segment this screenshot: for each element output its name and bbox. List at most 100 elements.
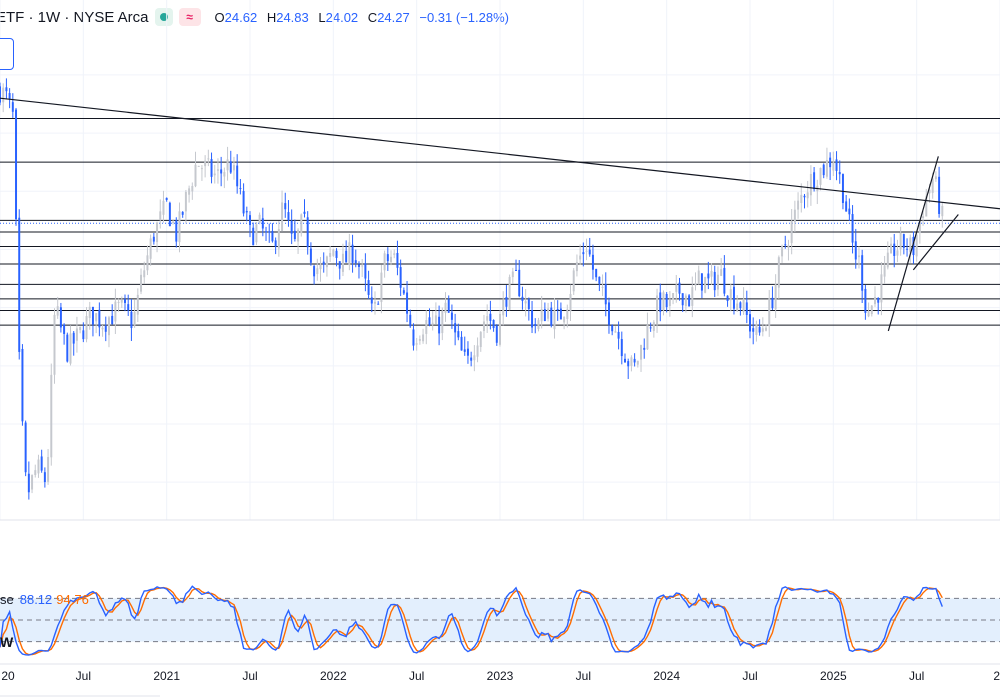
candle-body (255, 224, 258, 243)
candle-body (0, 86, 1, 103)
candle-body (204, 160, 207, 167)
x-tick-label: Jul (409, 669, 424, 683)
wave-icon[interactable]: ≈ (178, 8, 201, 26)
candle-body (543, 309, 546, 322)
candle-body (309, 248, 312, 263)
candle-body (281, 202, 284, 232)
candle-body (306, 217, 309, 248)
candle-body (688, 295, 691, 307)
candle-body (152, 236, 155, 242)
candle-body (678, 282, 681, 294)
candle-body (931, 178, 934, 193)
close-value: 24.27 (377, 9, 410, 25)
candle-body (806, 192, 809, 199)
candle-body (425, 320, 428, 334)
candle-body (938, 176, 941, 214)
x-tick-label: 2025 (820, 669, 847, 683)
candle-body (422, 334, 425, 342)
candle-body (207, 158, 210, 160)
dot-icon[interactable] (154, 8, 173, 26)
candle-body (781, 246, 784, 257)
candle-body (672, 293, 675, 300)
drawing-handle[interactable] (0, 38, 14, 70)
candle-body (15, 109, 18, 220)
candle-body (348, 242, 351, 265)
candle-body (611, 325, 614, 332)
candle-body (293, 230, 296, 240)
candle-body (553, 310, 556, 330)
candle-body (393, 253, 396, 255)
candle-body (59, 307, 62, 328)
candle-body (2, 87, 5, 103)
symbol-title[interactable]: ETF · 1W · NYSE Arca (0, 8, 149, 26)
candle-body (614, 331, 617, 333)
candle-body (367, 280, 370, 295)
candle-body (630, 357, 633, 366)
candle-body (482, 321, 485, 331)
candle-body (909, 237, 912, 253)
candle-body (226, 159, 229, 171)
candle-body (213, 173, 216, 176)
candle-body (114, 301, 117, 322)
x-tick-label: 20 (993, 669, 1000, 683)
candle-body (713, 271, 716, 291)
candle-body (912, 236, 915, 256)
candle-body (492, 319, 495, 329)
candles (0, 78, 944, 500)
candle-body (200, 168, 203, 170)
candle-body (412, 329, 415, 346)
candle-body (877, 297, 880, 303)
candle-body (646, 324, 649, 350)
candle-body (232, 165, 235, 171)
candle-body (617, 331, 620, 339)
candle-body (159, 211, 162, 220)
candle-body (720, 269, 723, 276)
candle-body (133, 312, 136, 326)
x-tick-label: 20 (1, 669, 15, 683)
candle-body (726, 295, 729, 301)
candle-body (694, 283, 697, 286)
candle-body (216, 169, 219, 171)
candle-body (210, 159, 213, 177)
candle-body (53, 314, 56, 375)
candle-body (319, 265, 322, 270)
candle-body (322, 261, 325, 265)
candle-body (252, 227, 255, 246)
candle-body (861, 255, 864, 291)
candle-body (508, 276, 511, 310)
candle-body (899, 232, 902, 250)
candle-body (380, 272, 383, 303)
candle-body (585, 250, 588, 252)
candle-body (124, 299, 126, 303)
candle-body (627, 361, 630, 367)
candle-body (406, 292, 409, 314)
candle-body (700, 273, 703, 291)
open-value: 24.62 (224, 9, 258, 25)
candle-body (43, 472, 46, 483)
candle-body (813, 172, 816, 190)
candle-body (156, 222, 159, 243)
candle-body (40, 456, 43, 471)
candle-body (383, 253, 386, 271)
candle-body (18, 217, 21, 352)
candle-body (550, 307, 553, 326)
x-tick-label: 2021 (153, 669, 180, 683)
candle-body (697, 270, 700, 285)
candle-body (290, 220, 293, 234)
candle-body (765, 327, 768, 331)
candle-body (396, 252, 399, 268)
candle-body (495, 325, 498, 343)
candle-body (598, 276, 601, 284)
candle-body (85, 316, 88, 340)
candle-body (127, 304, 130, 311)
candle-body (880, 274, 883, 303)
candle-body (566, 309, 569, 319)
candle-body (460, 336, 463, 351)
candle-body (37, 459, 40, 474)
candle-body (31, 475, 34, 490)
candle-body (335, 250, 338, 258)
candle-body (181, 211, 184, 215)
candle-body (524, 301, 527, 304)
candle-body (537, 320, 540, 329)
